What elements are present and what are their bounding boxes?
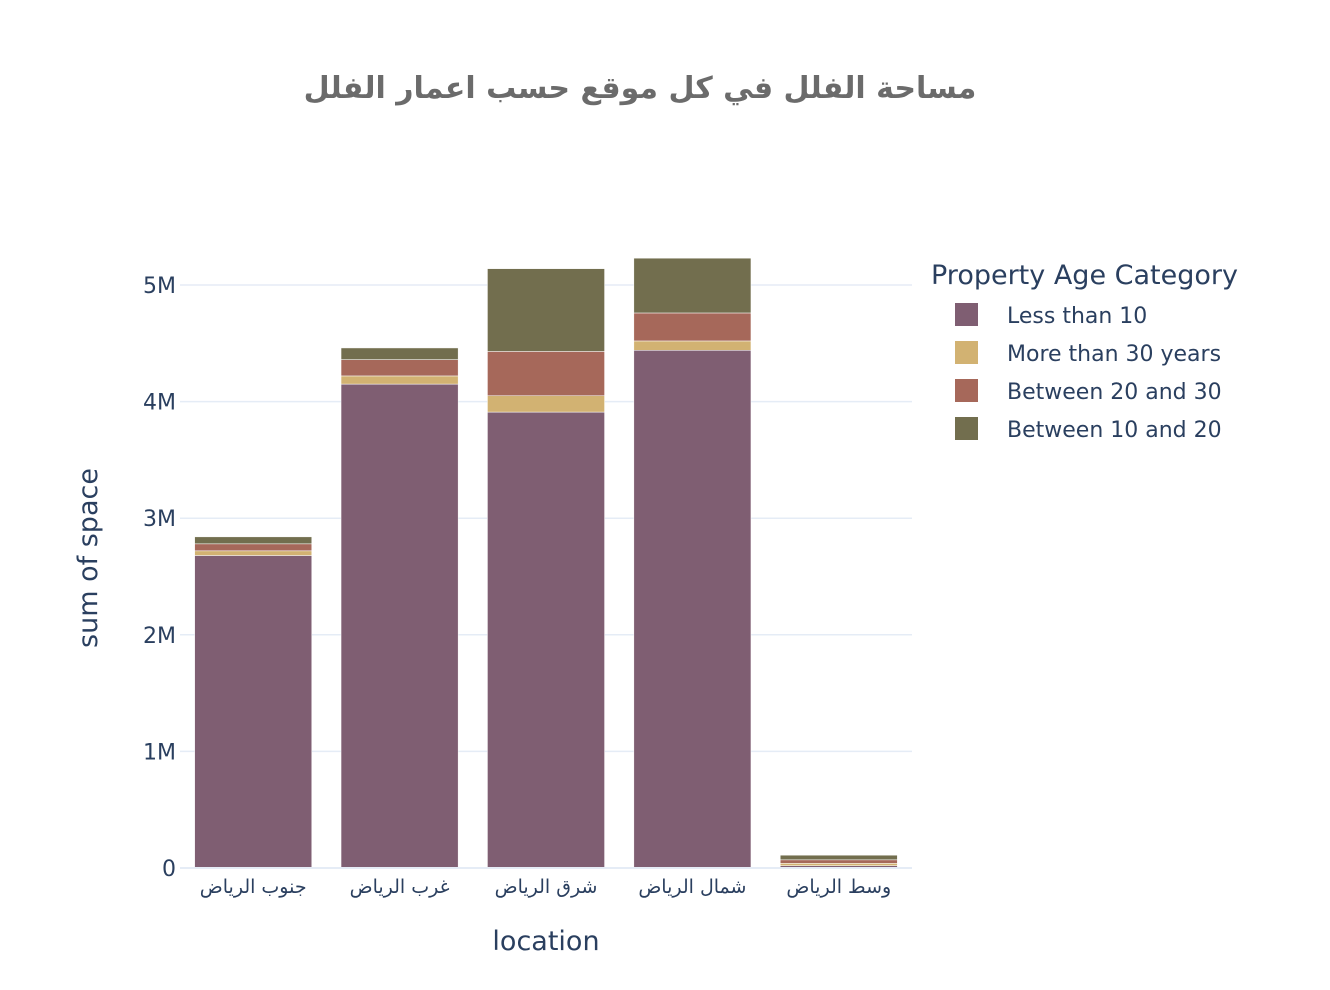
bar-segment bbox=[340, 359, 459, 377]
y-tick-label: 4M bbox=[143, 391, 176, 416]
legend-label: More than 30 years bbox=[1007, 342, 1221, 367]
bar-segment bbox=[194, 543, 313, 552]
chart-title: مساحة الفلل في كل موقع حسب اعمار الفلل bbox=[304, 71, 977, 106]
legend-swatch bbox=[955, 303, 978, 326]
legend-swatch bbox=[955, 417, 978, 440]
x-tick-label: وسط الرياض bbox=[786, 876, 891, 898]
y-axis-title: sum of space bbox=[73, 468, 104, 648]
bar-segment bbox=[633, 350, 752, 869]
y-tick-label: 1M bbox=[143, 740, 176, 765]
bar-segment bbox=[779, 863, 898, 866]
bar-segment bbox=[340, 375, 459, 385]
legend-swatch bbox=[955, 379, 978, 402]
bar-segment bbox=[487, 411, 605, 869]
legend-label: Between 20 and 30 bbox=[1007, 380, 1222, 405]
legend: Property Age Category Less than 10 More t… bbox=[931, 260, 1238, 443]
legend-title: Property Age Category bbox=[931, 260, 1238, 291]
y-tick-label: 5M bbox=[143, 274, 176, 299]
bar-segment bbox=[340, 347, 459, 360]
bars bbox=[194, 257, 898, 869]
y-tick-label: 0 bbox=[162, 857, 176, 882]
y-axis-ticks: 0 1M 2M 3M 4M 5M bbox=[143, 274, 176, 882]
y-tick-label: 2M bbox=[143, 624, 176, 649]
bar-segment bbox=[633, 257, 752, 314]
bar-segment bbox=[487, 351, 605, 397]
bar-segment bbox=[633, 340, 752, 351]
legend-label: Less than 10 bbox=[1007, 304, 1147, 329]
bar-segment bbox=[487, 395, 605, 413]
bar-segment bbox=[340, 383, 459, 869]
x-tick-label: جنوب الرياض bbox=[200, 876, 307, 898]
y-tick-label: 3M bbox=[143, 507, 176, 532]
x-tick-label: شمال الرياض bbox=[638, 876, 746, 898]
x-axis-title: location bbox=[492, 926, 599, 957]
bar-segment bbox=[487, 268, 605, 352]
x-tick-label: شرق الرياض bbox=[495, 876, 598, 898]
bar-segment bbox=[779, 859, 898, 864]
bar-segment bbox=[194, 536, 313, 545]
legend-label: Between 10 and 20 bbox=[1007, 418, 1222, 443]
bar-segment bbox=[194, 550, 313, 556]
bar-segment bbox=[633, 312, 752, 342]
legend-swatch bbox=[955, 341, 978, 364]
x-axis-ticks: جنوب الرياض غرب الرياض شرق الرياض شمال الري… bbox=[200, 876, 891, 898]
bar-segment bbox=[194, 555, 313, 869]
x-tick-label: غرب الرياض bbox=[350, 876, 450, 898]
bar-segment bbox=[779, 854, 898, 861]
